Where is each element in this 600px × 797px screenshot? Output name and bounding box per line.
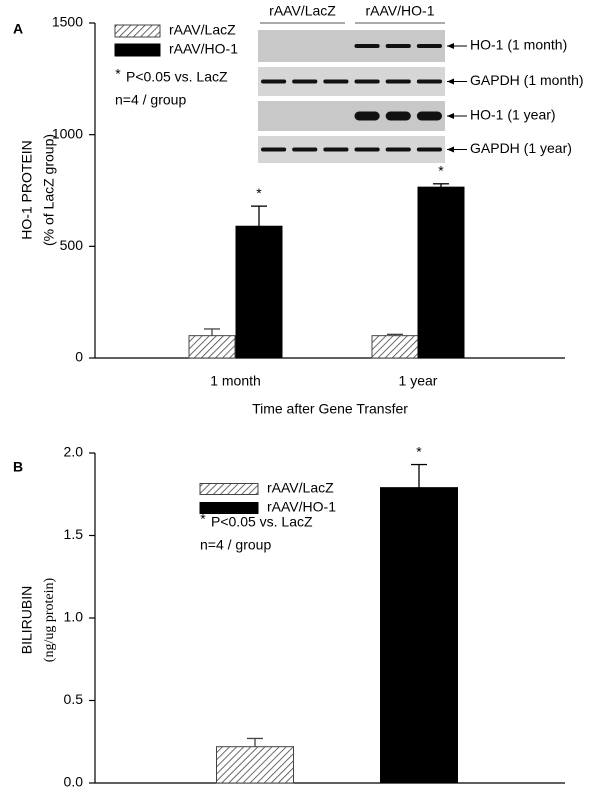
error-bar	[251, 205, 267, 227]
note-n: n=4 / group	[115, 92, 186, 108]
blot-band	[385, 79, 411, 84]
y-axis-title: BILIRUBIN	[19, 586, 35, 654]
significance-marker: *	[416, 443, 422, 459]
blot-band	[261, 147, 287, 152]
blot-strip	[258, 30, 445, 62]
error-bar	[247, 737, 263, 747]
blot-band	[385, 44, 411, 48]
y-tick-label: 1.0	[64, 609, 84, 625]
blot-row-label: HO-1 (1 month)	[470, 37, 567, 53]
blot-arrowhead	[447, 146, 454, 153]
x-tick-label: 1 month	[210, 373, 261, 389]
blot-row-label: GAPDH (1 year)	[470, 140, 572, 156]
blot-band	[354, 79, 380, 84]
legend-label: rAAV/LacZ	[169, 22, 236, 38]
legend-label: rAAV/HO-1	[267, 499, 336, 515]
blot-band	[385, 147, 411, 152]
error-bar	[387, 333, 403, 336]
blot-row-label: HO-1 (1 year)	[470, 107, 556, 123]
bar	[380, 487, 458, 784]
blot-band	[261, 79, 287, 84]
error-bar	[433, 183, 449, 188]
y-tick-label: 0.0	[64, 774, 84, 790]
y-tick-label: 0	[75, 349, 83, 365]
blot-arrowhead	[447, 43, 454, 49]
error-bar	[204, 328, 220, 336]
blot-band	[292, 147, 318, 152]
y-tick-label: 500	[60, 237, 84, 253]
legend-swatch	[114, 43, 161, 57]
blot-arrowhead	[447, 113, 454, 119]
blot-band	[416, 79, 442, 84]
blot-band	[416, 44, 442, 48]
y-axis-title: HO-1 PROTEIN	[19, 140, 35, 240]
y-axis-subtitle: (% of LacZ group)	[41, 134, 57, 246]
blot-band	[416, 111, 442, 121]
note-text: P<0.05 vs. LacZ	[126, 69, 228, 85]
note-n: n=4 / group	[200, 537, 271, 553]
significance-marker: *	[256, 185, 262, 201]
note-marker: *	[200, 511, 206, 527]
blot-band	[416, 147, 442, 152]
bar	[235, 225, 283, 359]
blot-band	[323, 147, 349, 152]
blot-band	[354, 147, 380, 152]
bar	[417, 186, 465, 359]
y-tick-label: 0.5	[64, 691, 84, 707]
legend-label: rAAV/LacZ	[267, 480, 334, 496]
legend-swatch	[114, 24, 161, 38]
bar	[188, 335, 236, 359]
x-tick-label: 1 year	[399, 373, 438, 389]
legend-label: rAAV/HO-1	[169, 41, 238, 57]
bar	[216, 746, 294, 784]
blot-strip	[258, 101, 445, 131]
blot-column-label: rAAV/HO-1	[366, 3, 435, 19]
error-bar	[411, 463, 427, 488]
x-axis-title: Time after Gene Transfer	[252, 401, 408, 417]
blot-arrowhead	[447, 78, 454, 85]
blot-row-label: GAPDH (1 month)	[470, 72, 584, 88]
blot-strip	[258, 67, 445, 96]
y-tick-label: 1000	[52, 125, 83, 141]
note-marker: *	[115, 66, 121, 82]
note-text: P<0.05 vs. LacZ	[211, 514, 313, 530]
blot-band	[292, 79, 318, 84]
legend-swatch	[199, 483, 259, 495]
blot-band	[354, 111, 380, 121]
significance-marker: *	[438, 163, 444, 179]
panel-label: B	[13, 459, 23, 475]
blot-band	[354, 44, 380, 48]
panel-label: A	[13, 21, 23, 37]
legend-swatch	[199, 502, 259, 514]
y-tick-label: 2.0	[64, 444, 84, 460]
y-tick-label: 1.5	[64, 526, 84, 542]
blot-column-label: rAAV/LacZ	[269, 3, 336, 19]
blot-band	[323, 79, 349, 84]
blot-band	[385, 111, 411, 121]
bar	[371, 335, 419, 359]
y-tick-label: 1500	[52, 14, 83, 30]
y-axis-subtitle: (ng/ug protein)	[42, 577, 57, 662]
blot-strip	[258, 136, 445, 163]
